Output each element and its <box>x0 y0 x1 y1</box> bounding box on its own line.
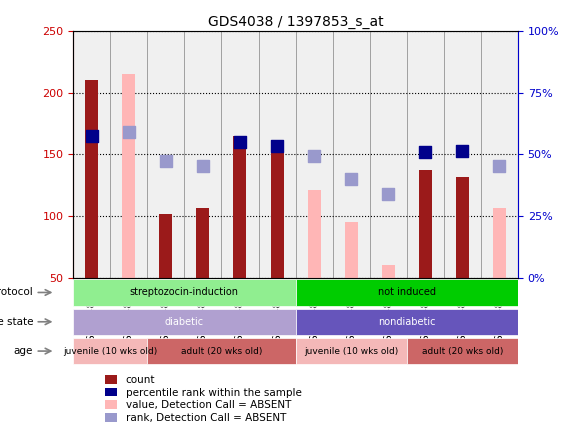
Bar <box>234 136 247 278</box>
Bar <box>122 74 135 278</box>
Bar <box>271 146 284 278</box>
Point <box>421 148 430 155</box>
Text: diabetic: diabetic <box>165 317 204 327</box>
Bar <box>148 338 296 364</box>
Point <box>347 175 356 182</box>
Point <box>310 152 319 159</box>
Point <box>162 157 171 164</box>
Bar <box>73 279 296 305</box>
Bar <box>296 309 518 335</box>
Legend: count, percentile rank within the sample, value, Detection Call = ABSENT, rank, : count, percentile rank within the sample… <box>101 371 306 427</box>
Text: nondiabetic: nondiabetic <box>378 317 436 327</box>
Bar <box>73 338 148 364</box>
Bar <box>456 177 469 278</box>
Bar <box>345 222 358 278</box>
Point <box>124 129 133 136</box>
Title: GDS4038 / 1397853_s_at: GDS4038 / 1397853_s_at <box>208 15 383 29</box>
Text: streptozocin-induction: streptozocin-induction <box>130 287 239 297</box>
Point <box>272 142 282 149</box>
Bar <box>296 279 518 305</box>
Bar <box>159 214 172 278</box>
Bar <box>307 190 320 278</box>
Text: juvenile (10 wks old): juvenile (10 wks old) <box>63 347 158 356</box>
Bar <box>73 309 296 335</box>
Bar <box>419 170 432 278</box>
Text: adult (20 wks old): adult (20 wks old) <box>181 347 262 356</box>
Point <box>198 162 207 169</box>
Point <box>235 139 244 146</box>
Point <box>87 132 96 139</box>
Text: juvenile (10 wks old): juvenile (10 wks old) <box>304 347 398 356</box>
Bar <box>296 338 406 364</box>
Point <box>495 162 504 169</box>
Point <box>458 147 467 155</box>
Bar <box>493 207 506 278</box>
Text: protocol: protocol <box>0 287 33 297</box>
Bar <box>382 266 395 278</box>
Text: adult (20 wks old): adult (20 wks old) <box>422 347 503 356</box>
Point <box>384 190 393 198</box>
Text: disease state: disease state <box>0 317 33 327</box>
Text: not induced: not induced <box>378 287 436 297</box>
Bar <box>85 80 98 278</box>
Bar <box>406 338 518 364</box>
Text: age: age <box>14 346 33 356</box>
Bar <box>196 207 209 278</box>
